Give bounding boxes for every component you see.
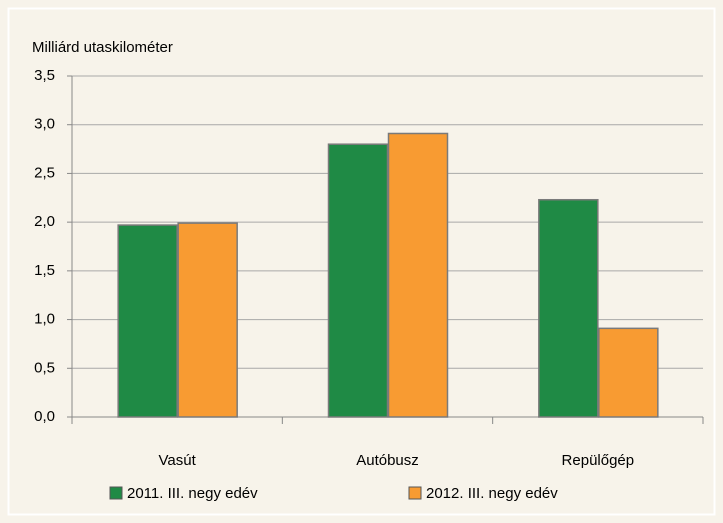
y-tick-label: 3,0 xyxy=(34,116,55,133)
legend-swatch xyxy=(408,486,422,500)
legend-label: 2011. III. negy edév xyxy=(127,485,258,502)
y-tick-label: 0,5 xyxy=(34,359,55,376)
x-tick-label: Autóbusz xyxy=(356,452,419,469)
bar xyxy=(538,198,599,418)
y-tick-label: 2,0 xyxy=(34,213,55,230)
legend-label: 2012. III. negy edév xyxy=(426,485,558,502)
frame xyxy=(7,7,716,516)
legend-swatch xyxy=(109,486,123,500)
y-tick-label: 1,0 xyxy=(34,311,55,328)
x-tick-label: Vasút xyxy=(159,452,197,469)
y-tick-label: 2,5 xyxy=(34,164,55,181)
bar xyxy=(177,222,238,418)
bar xyxy=(387,132,449,418)
bar xyxy=(327,143,389,418)
y-tick-label: 3,5 xyxy=(34,67,55,84)
y-axis-label: Milliárd utaskilométer xyxy=(32,39,173,56)
y-tick-label: 0,0 xyxy=(34,408,55,425)
x-tick-label: Repülőgép xyxy=(562,452,635,469)
bar xyxy=(117,224,178,418)
bar xyxy=(598,327,659,418)
y-tick-label: 1,5 xyxy=(34,262,55,279)
